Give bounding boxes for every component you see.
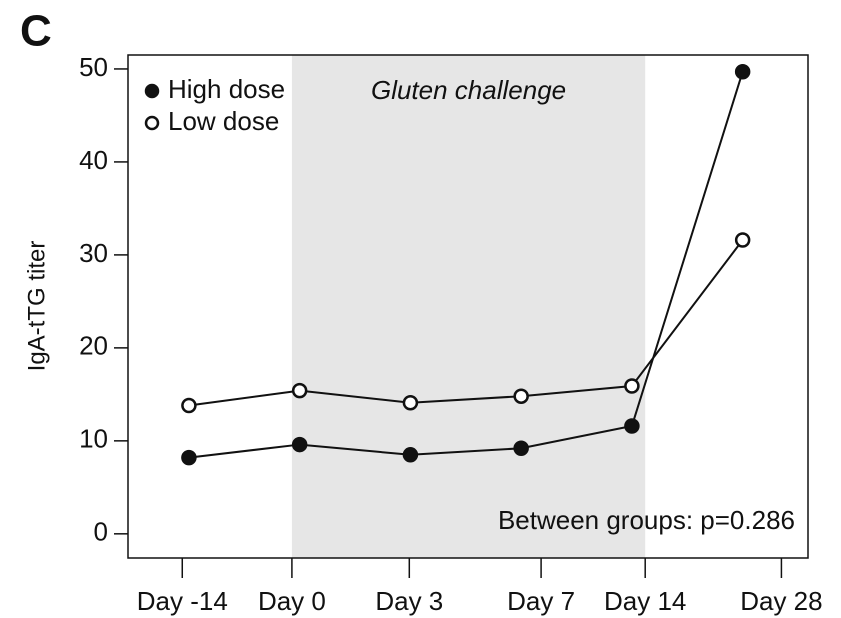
data-point <box>513 388 529 404</box>
x-tick-label: Day 0 <box>258 586 326 616</box>
legend-marker <box>144 115 160 131</box>
data-point <box>734 63 751 80</box>
panel-label: C <box>20 7 52 56</box>
y-tick-label: 10 <box>79 424 108 454</box>
legend-label: High dose <box>168 74 285 104</box>
data-point <box>734 232 751 248</box>
data-point <box>181 449 197 466</box>
data-point <box>624 378 640 394</box>
legend-label: Low dose <box>168 106 279 136</box>
y-tick-label: 20 <box>79 331 108 361</box>
annotation: Between groups: p=0.286 <box>498 505 795 535</box>
plot-frame <box>127 54 809 559</box>
y-tick-label: 50 <box>79 52 108 82</box>
data-point <box>181 397 197 414</box>
series-line <box>188 71 744 459</box>
x-tick-label: Day 3 <box>375 586 443 616</box>
y-tick-label: 0 <box>94 517 108 547</box>
data-point <box>291 382 308 399</box>
x-tick-label: Day -14 <box>137 586 228 616</box>
data-point <box>291 436 308 453</box>
legend-marker <box>144 83 160 99</box>
y-tick-label: 40 <box>79 145 108 175</box>
data-point <box>513 440 529 457</box>
y-tick-label: 30 <box>79 238 108 268</box>
shaded-region <box>291 55 646 558</box>
series-line <box>188 239 744 407</box>
data-point <box>402 394 419 411</box>
data-point <box>624 418 640 434</box>
region-label: Gluten challenge <box>371 75 566 105</box>
data-point <box>402 447 419 463</box>
x-tick-label: Day 28 <box>740 586 822 616</box>
x-tick-label: Day 7 <box>507 586 575 616</box>
x-tick-label: Day 14 <box>604 586 686 616</box>
y-axis-label: IgA-tTG titer <box>23 241 50 372</box>
